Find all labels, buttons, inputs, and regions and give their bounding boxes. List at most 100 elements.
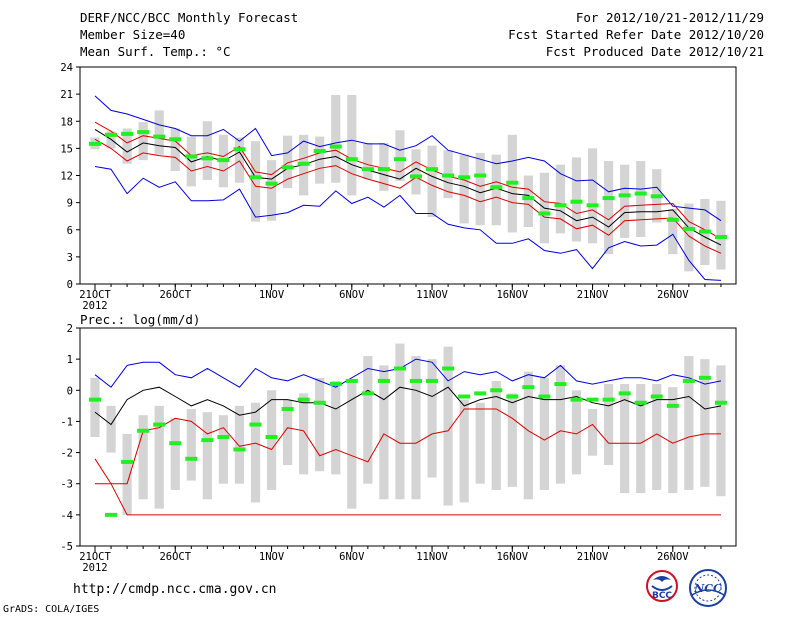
spread-bar bbox=[475, 402, 485, 484]
spread-bar bbox=[636, 161, 646, 237]
spread-bar bbox=[331, 380, 341, 475]
spread-bar bbox=[668, 387, 678, 494]
observed-marker bbox=[586, 203, 599, 208]
observed-marker bbox=[281, 165, 294, 170]
observed-marker bbox=[602, 196, 615, 201]
x-tick-label: 21OCT bbox=[79, 289, 111, 301]
observed-marker bbox=[105, 512, 118, 517]
observed-marker bbox=[361, 167, 374, 172]
observed-marker bbox=[329, 144, 342, 149]
observed-marker bbox=[281, 406, 294, 411]
spread-bar bbox=[379, 365, 389, 500]
member-size: Member Size=40 bbox=[80, 27, 186, 42]
upper-line bbox=[94, 121, 722, 240]
x-tick-label: 16NOV bbox=[496, 551, 528, 563]
spread-bar bbox=[138, 415, 148, 500]
max-line bbox=[94, 358, 722, 388]
header-left: DERF/NCC/BCC Monthly Forecast Member Size… bbox=[80, 9, 298, 60]
spread-bar bbox=[491, 154, 501, 226]
observed-marker bbox=[618, 391, 631, 396]
footer-url: http://cmdp.ncc.cma.gov.cn bbox=[73, 582, 277, 597]
observed-marker bbox=[377, 378, 390, 383]
forecast-period: For 2012/10/21-2012/11/29 bbox=[575, 10, 764, 25]
observed-marker bbox=[474, 173, 487, 178]
observed-marker bbox=[249, 422, 262, 427]
spread-bar bbox=[170, 418, 180, 490]
observed-marker bbox=[666, 403, 679, 408]
spread-bar bbox=[347, 95, 357, 196]
observed-marker bbox=[153, 134, 166, 139]
y-tick-label: 18 bbox=[60, 116, 73, 128]
x-tick-label: 1NOV bbox=[259, 289, 285, 301]
ensemble-mean-line bbox=[94, 386, 722, 426]
y-tick-label: 2 bbox=[67, 323, 73, 335]
y-tick-label: -1 bbox=[60, 416, 73, 428]
spread-bar bbox=[491, 380, 501, 490]
observed-marker bbox=[169, 441, 182, 446]
spread-bar bbox=[459, 399, 469, 503]
observed-marker bbox=[169, 137, 182, 142]
lower-line bbox=[94, 138, 722, 254]
y-tick-label: 1 bbox=[67, 354, 73, 366]
x-tick-label: 21NOV bbox=[577, 289, 609, 301]
observed-marker bbox=[201, 156, 214, 161]
ensemble-mean-line bbox=[94, 128, 722, 246]
spread-bar bbox=[266, 390, 277, 490]
observed-marker bbox=[297, 161, 310, 166]
y-tick-label: 12 bbox=[60, 171, 73, 183]
spread-bar bbox=[122, 433, 132, 515]
y-tick-label: 9 bbox=[67, 198, 73, 210]
spread-bar bbox=[620, 384, 630, 494]
spread-bar bbox=[636, 384, 646, 494]
spread-bar bbox=[186, 408, 196, 481]
max-line bbox=[94, 95, 722, 222]
observed-marker bbox=[153, 422, 166, 427]
spread-bar bbox=[122, 128, 132, 164]
spread-bar bbox=[283, 135, 293, 189]
observed-marker bbox=[650, 194, 663, 199]
spread-bar bbox=[154, 110, 164, 155]
spread-bar bbox=[668, 208, 678, 255]
y-tick-label: -3 bbox=[60, 479, 73, 491]
observed-marker bbox=[634, 400, 647, 405]
observed-marker bbox=[714, 234, 727, 239]
observed-marker bbox=[554, 382, 567, 387]
spread-bar bbox=[250, 141, 261, 222]
y-tick-label: -2 bbox=[60, 448, 73, 460]
observed-marker bbox=[506, 180, 519, 185]
spread-bar bbox=[507, 393, 517, 487]
spread-bar bbox=[684, 356, 694, 490]
spread-bar bbox=[266, 160, 277, 221]
observed-marker bbox=[714, 400, 727, 405]
spread-bar bbox=[395, 130, 405, 181]
chart-title: DERF/NCC/BCC Monthly Forecast bbox=[80, 10, 299, 25]
observed-marker bbox=[618, 193, 631, 198]
grads-credit: GrADS: COLA/IGES bbox=[3, 604, 100, 615]
spread-bar bbox=[716, 365, 726, 497]
observed-marker bbox=[377, 167, 390, 172]
x-tick-label: 1NOV bbox=[259, 551, 285, 563]
observed-marker bbox=[682, 226, 695, 231]
observed-marker bbox=[345, 378, 358, 383]
spread-bar bbox=[604, 161, 614, 255]
observed-marker bbox=[89, 141, 101, 146]
precip-panel-title: Prec.: log(mm/d) bbox=[80, 312, 200, 327]
spread-bar bbox=[700, 359, 710, 487]
x-tick-label: 26OCT bbox=[159, 551, 191, 563]
observed-marker bbox=[570, 199, 583, 204]
observed-marker bbox=[217, 158, 230, 163]
observed-marker bbox=[265, 181, 278, 186]
spread-bar bbox=[379, 142, 389, 191]
spread-bar bbox=[523, 175, 533, 228]
spread-bar bbox=[347, 380, 357, 509]
observed-marker bbox=[666, 217, 679, 222]
variable-label: Mean Surf. Temp.: °C bbox=[80, 44, 231, 59]
observed-marker bbox=[506, 394, 519, 399]
spread-bar bbox=[555, 365, 566, 484]
observed-marker bbox=[538, 394, 551, 399]
y-tick-label: -5 bbox=[60, 541, 73, 553]
spread-bar bbox=[411, 356, 421, 500]
min-line bbox=[94, 166, 722, 281]
x-tick-label: 26OCT bbox=[159, 289, 191, 301]
